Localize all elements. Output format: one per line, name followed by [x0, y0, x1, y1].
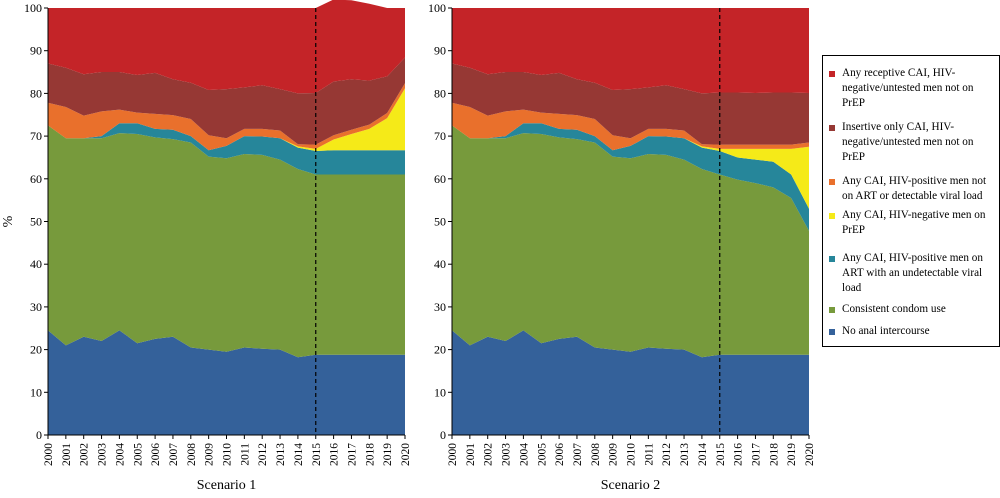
y-tick-label: 80 [30, 86, 42, 100]
legend-label: No anal intercourse [842, 325, 930, 337]
y-tick-label: 40 [434, 257, 446, 271]
y-tick-label: 30 [434, 300, 446, 314]
y-tick-label: 50 [434, 215, 446, 229]
x-tick-label: 2009 [204, 443, 216, 466]
x-tick-label: 2010 [222, 443, 234, 466]
area-insertive-only-cai-hiv-negative-untested-men-not-on-prep [452, 63, 809, 145]
y-tick-label: 20 [434, 343, 446, 357]
legend-label: Any CAI, HIV-positive men on ART with an… [842, 252, 983, 294]
x-tick-label: 2006 [554, 443, 566, 466]
area-any-cai-hiv-positive-men-on-art-with-an-undetectable-viral-load [452, 123, 809, 231]
y-axis-title: % [1, 215, 16, 227]
y-tick-label: 100 [24, 1, 42, 15]
legend-swatch [829, 71, 835, 77]
x-tick-label: 2001 [465, 443, 477, 466]
x-tick-label: 2003 [501, 443, 513, 466]
legend-item: No anal intercourse [829, 324, 989, 339]
x-tick-label: 2011 [239, 443, 251, 466]
y-tick-label: 10 [434, 385, 446, 399]
y-tick-label: 50 [30, 215, 42, 229]
x-tick-label: 2019 [786, 443, 798, 466]
x-tick-label: 2017 [750, 443, 762, 466]
x-tick-label: 2012 [257, 443, 269, 466]
legend-swatch [829, 179, 835, 185]
y-tick-label: 60 [30, 172, 42, 186]
legend-label: Any receptive CAI, HIV-negative/untested… [842, 67, 974, 109]
legend-swatch [829, 307, 835, 313]
legend-swatch [829, 256, 835, 262]
x-tick-label: 2003 [97, 443, 109, 466]
x-tick-label: 2018 [768, 443, 780, 466]
x-tick-label: 2014 [293, 443, 305, 466]
x-axis-title: Scenario 1 [197, 478, 256, 493]
x-tick-label: 2007 [168, 443, 180, 466]
x-tick-label: 2019 [382, 443, 394, 466]
legend-label: Any CAI, HIV-negative men on PrEP [842, 209, 986, 236]
x-tick-label: 2007 [572, 443, 584, 466]
x-tick-label: 2011 [643, 443, 655, 466]
y-tick-label: 40 [30, 257, 42, 271]
y-tick-label: 90 [434, 44, 446, 58]
legend-item: Insertive only CAI, HIV-negative/unteste… [829, 120, 989, 165]
x-tick-label: 2000 [447, 443, 459, 466]
x-tick-label: 2017 [346, 443, 358, 466]
legend-label: Insertive only CAI, HIV-negative/unteste… [842, 121, 974, 163]
x-tick-label: 2001 [61, 443, 73, 466]
x-tick-label: 2009 [608, 443, 620, 466]
area-any-cai-hiv-positive-men-on-art-with-an-undetectable-viral-load [48, 123, 405, 175]
area-any-cai-hiv-positive-men-not-on-art-or-detectable-viral-load [48, 83, 405, 151]
y-tick-label: 80 [434, 86, 446, 100]
y-tick-label: 0 [440, 428, 446, 442]
legend: Any receptive CAI, HIV-negative/untested… [822, 55, 1000, 347]
x-tick-label: 2008 [186, 443, 198, 466]
x-tick-label: 2016 [733, 443, 745, 466]
x-axis-title: Scenario 2 [601, 478, 660, 493]
legend-item: Any receptive CAI, HIV-negative/untested… [829, 66, 989, 111]
y-tick-label: 60 [434, 172, 446, 186]
y-tick-label: 100 [428, 1, 446, 15]
y-tick-label: 20 [30, 343, 42, 357]
legend-swatch [829, 213, 835, 219]
x-tick-label: 2012 [661, 443, 673, 466]
x-tick-label: 2013 [275, 443, 287, 466]
x-tick-label: 2010 [626, 443, 638, 466]
x-tick-label: 2014 [697, 443, 709, 466]
x-tick-label: 2013 [679, 443, 691, 466]
legend-swatch [829, 125, 835, 131]
y-tick-label: 70 [30, 129, 42, 143]
y-tick-label: 70 [434, 129, 446, 143]
legend-item: Consistent condom use [829, 302, 989, 317]
y-tick-label: 10 [30, 385, 42, 399]
x-tick-label: 2016 [329, 443, 341, 466]
x-tick-label: 2020 [400, 443, 412, 466]
legend-item: Any CAI, HIV-positive men not on ART or … [829, 174, 989, 204]
area-any-cai-hiv-negative-men-on-prep [48, 88, 405, 152]
x-tick-label: 2020 [804, 443, 816, 466]
x-tick-label: 2002 [79, 443, 91, 466]
x-tick-label: 2004 [114, 443, 126, 466]
x-tick-label: 2004 [518, 443, 530, 466]
legend-item: Any CAI, HIV-negative men on PrEP [829, 208, 989, 238]
x-tick-label: 2005 [132, 443, 144, 466]
y-tick-label: 30 [30, 300, 42, 314]
legend-label: Consistent condom use [842, 303, 946, 315]
area-any-cai-hiv-positive-men-not-on-art-or-detectable-viral-load [452, 102, 809, 151]
legend-label: Any CAI, HIV-positive men not on ART or … [842, 175, 987, 202]
legend-swatch [829, 329, 835, 335]
x-tick-label: 2006 [150, 443, 162, 466]
x-tick-label: 2015 [715, 443, 727, 466]
x-tick-label: 2005 [536, 443, 548, 466]
x-tick-label: 2018 [364, 443, 376, 466]
legend-item: Any CAI, HIV-positive men on ART with an… [829, 251, 989, 296]
y-tick-label: 90 [30, 44, 42, 58]
x-tick-label: 2000 [43, 443, 55, 466]
y-tick-label: 0 [36, 428, 42, 442]
x-tick-label: 2008 [590, 443, 602, 466]
x-tick-label: 2015 [311, 443, 323, 466]
x-tick-label: 2002 [483, 443, 495, 466]
